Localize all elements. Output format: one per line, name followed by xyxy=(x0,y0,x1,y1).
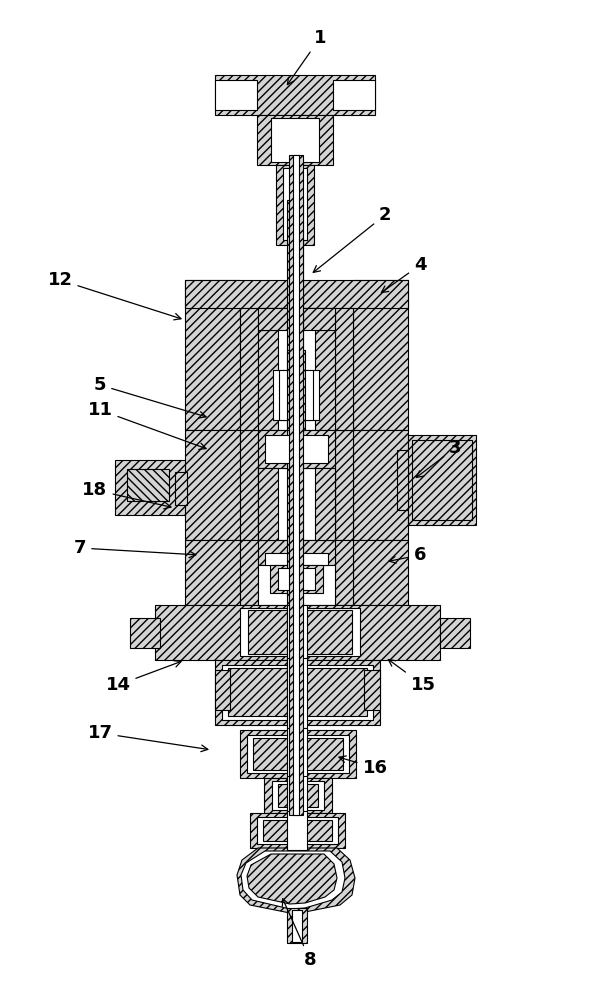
Text: 3: 3 xyxy=(416,439,461,477)
Text: 7: 7 xyxy=(74,539,196,558)
Bar xyxy=(270,565,323,593)
Bar xyxy=(283,168,307,240)
Bar xyxy=(185,430,240,540)
Bar xyxy=(289,155,303,815)
Bar xyxy=(130,618,160,648)
Text: 17: 17 xyxy=(88,724,208,752)
Bar xyxy=(412,440,472,520)
Bar xyxy=(240,430,258,540)
Bar xyxy=(397,450,408,510)
Bar xyxy=(287,658,307,728)
Bar xyxy=(185,280,240,430)
Bar xyxy=(287,605,307,660)
Text: 11: 11 xyxy=(88,401,206,449)
Text: 15: 15 xyxy=(388,659,435,694)
Bar xyxy=(292,200,298,730)
Bar xyxy=(315,468,335,540)
Text: 12: 12 xyxy=(47,271,181,320)
Text: 5: 5 xyxy=(94,376,206,418)
Bar xyxy=(276,165,314,245)
Text: 18: 18 xyxy=(82,481,171,509)
Bar xyxy=(258,565,335,605)
Bar xyxy=(335,540,353,605)
Bar xyxy=(289,245,301,280)
Bar xyxy=(265,435,328,463)
Bar xyxy=(185,280,408,308)
Bar xyxy=(258,330,278,430)
Bar xyxy=(258,540,335,565)
Text: 16: 16 xyxy=(339,756,387,777)
Polygon shape xyxy=(247,854,337,904)
Bar xyxy=(155,605,440,660)
Bar xyxy=(335,308,353,430)
Bar xyxy=(287,908,307,943)
Bar xyxy=(335,430,353,540)
Bar xyxy=(278,784,318,807)
Bar xyxy=(120,465,175,507)
Bar xyxy=(257,115,333,165)
Bar xyxy=(240,308,258,430)
Bar xyxy=(287,728,307,780)
Bar xyxy=(248,610,352,654)
Bar xyxy=(258,308,335,330)
Bar xyxy=(175,472,187,505)
Bar xyxy=(333,80,375,110)
Bar xyxy=(287,200,303,730)
Bar xyxy=(353,540,408,605)
Bar xyxy=(253,738,343,770)
Bar xyxy=(287,350,305,430)
Bar xyxy=(258,430,335,468)
Polygon shape xyxy=(237,848,355,913)
Bar xyxy=(264,778,332,813)
Bar xyxy=(240,308,353,430)
Bar xyxy=(257,817,338,844)
Text: 8: 8 xyxy=(282,899,316,969)
Bar xyxy=(273,370,319,420)
Text: 6: 6 xyxy=(389,546,426,564)
Bar xyxy=(185,540,240,605)
Bar xyxy=(240,730,356,778)
Bar xyxy=(228,668,367,716)
Bar xyxy=(364,670,380,710)
Bar xyxy=(258,468,278,540)
Bar xyxy=(279,370,313,420)
Bar xyxy=(408,435,476,525)
Bar xyxy=(258,430,335,540)
Bar xyxy=(240,540,258,605)
Polygon shape xyxy=(241,851,345,909)
Bar xyxy=(127,469,169,501)
Text: 2: 2 xyxy=(313,206,391,272)
Bar xyxy=(292,910,302,942)
Bar xyxy=(287,811,307,850)
Bar xyxy=(258,468,335,540)
Bar xyxy=(353,430,408,540)
Bar xyxy=(292,350,300,430)
Bar xyxy=(215,80,257,110)
Bar xyxy=(250,813,345,848)
Bar xyxy=(215,670,230,710)
Bar xyxy=(287,776,307,814)
Text: 4: 4 xyxy=(381,256,426,293)
Bar xyxy=(258,308,335,430)
Bar xyxy=(315,330,335,430)
Bar xyxy=(353,280,408,430)
Bar xyxy=(240,608,360,656)
Bar xyxy=(215,660,380,725)
Bar xyxy=(222,665,373,720)
Bar xyxy=(263,820,332,841)
Bar xyxy=(247,735,349,773)
Bar xyxy=(271,118,319,162)
Bar xyxy=(293,155,299,815)
Bar xyxy=(440,618,470,648)
Bar xyxy=(265,553,328,565)
Bar xyxy=(278,568,315,590)
Text: 1: 1 xyxy=(288,29,326,85)
Text: 14: 14 xyxy=(106,661,181,694)
Bar xyxy=(115,460,185,515)
Bar xyxy=(272,781,324,810)
Bar xyxy=(215,75,375,115)
